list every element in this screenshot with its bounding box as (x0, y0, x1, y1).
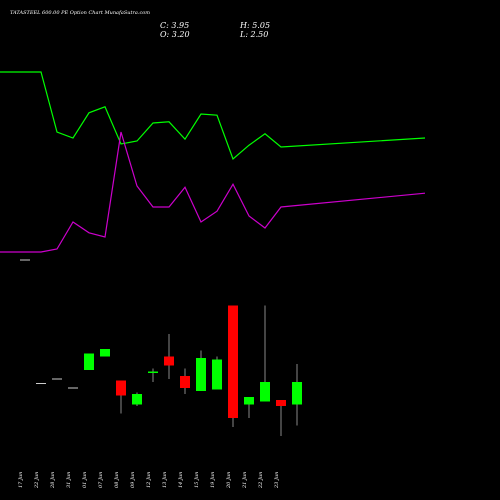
x-tick-label: 22 Jun (258, 472, 264, 489)
candle (292, 364, 302, 426)
x-tick-label: 19 Jun (210, 472, 216, 488)
x-tick-label: 17 Jun (18, 472, 24, 488)
candle (260, 305, 270, 402)
candle (228, 305, 238, 427)
x-tick-label: 20 Jun (226, 472, 232, 489)
high-value: H: 5.05 (240, 21, 271, 30)
candle (276, 400, 286, 436)
candle (180, 368, 190, 394)
candles (36, 305, 302, 436)
candle (196, 350, 206, 391)
x-tick-label: 23 Jun (274, 472, 280, 489)
x-tick-label: 21 Jun (242, 472, 248, 489)
candle (132, 392, 142, 406)
candle (84, 353, 94, 370)
x-tick-label: 08 Jun (114, 472, 120, 488)
x-tick-label: 13 Jun (162, 472, 168, 488)
x-tick-label: 15 Jun (194, 472, 200, 488)
candle (164, 334, 174, 379)
x-tick-label: 22 Jun (34, 472, 40, 489)
chart-title: TATASTEEL 600.00 PE Option Chart MunafaS… (10, 10, 151, 16)
x-tick-label: 09 Jun (130, 472, 136, 488)
x-tick-label: 31 Jun (66, 472, 72, 488)
line-series-top (0, 71, 426, 161)
x-tick-label: 12 Jun (146, 472, 152, 488)
open-value: O: 3.20 (160, 30, 190, 39)
low-value: L: 2.50 (240, 30, 269, 39)
close-value: C: 3.95 (160, 21, 190, 30)
x-tick-label: 01 Jun (82, 472, 88, 488)
x-tick-label: 28 Jun (50, 472, 56, 489)
candle (244, 397, 254, 418)
candle (148, 368, 158, 382)
x-axis-labels: 17 Jun 22 Jun 28 Jun 31 Jun 01 Jun 07 Jun 08 J… (18, 472, 280, 489)
candle (100, 349, 110, 357)
line-series-mid (0, 131, 426, 253)
indicator-lines (0, 71, 426, 253)
candle (116, 380, 126, 414)
x-tick-label: 07 Jun (98, 472, 104, 488)
candle (212, 356, 222, 390)
x-tick-label: 14 Jun (178, 472, 184, 488)
